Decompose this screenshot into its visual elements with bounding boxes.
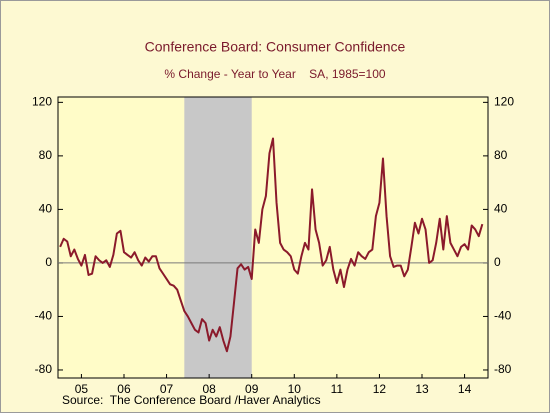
y-tick-label: 40 [39,202,53,216]
x-tick-label: 05 [75,382,89,396]
y2-tick-label: 40 [494,202,508,216]
y-tick-label: 0 [45,255,52,269]
y-tick-label: -40 [35,309,53,323]
chart-subtitle: % Change - Year to Year SA, 1985=100 [164,67,386,81]
y2-tick-label: -80 [494,362,512,376]
y-tick-label: 80 [39,148,53,162]
chart-title: Conference Board: Consumer Confidence [145,39,406,55]
x-tick-label: 13 [415,382,429,396]
data-line [59,137,484,353]
source: Source: The Conference Board /Haver Anal… [62,393,321,407]
y-tick-label: -80 [35,362,53,376]
x-tick-label: 09 [245,382,259,396]
x-tick-label: 06 [117,382,131,396]
y2-tick-label: -40 [494,309,512,323]
y2-tick-label: 80 [494,148,508,162]
y2-tick-label: 0 [494,255,501,269]
x-tick-label: 14 [458,382,472,396]
x-tick-label: 08 [202,382,216,396]
recession-band [184,97,252,378]
y-tick-label: 120 [32,95,52,109]
x-tick-label: 10 [288,382,302,396]
x-tick-label: 11 [331,382,344,396]
y2-tick-label: 120 [494,95,514,109]
x-tick-label: 12 [373,382,387,396]
x-tick-label: 07 [160,382,174,396]
